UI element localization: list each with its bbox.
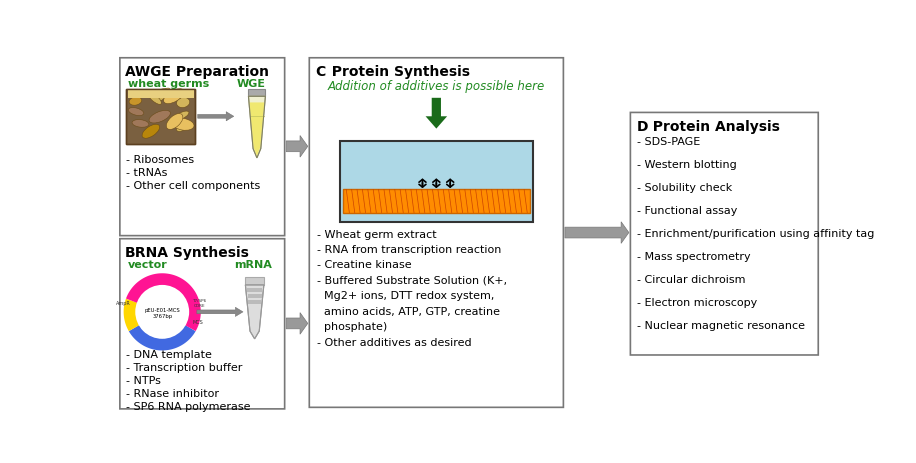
- Ellipse shape: [149, 111, 170, 124]
- Text: - Wheat germ extract: - Wheat germ extract: [317, 229, 437, 239]
- Text: T7/SP6
CORE: T7/SP6 CORE: [192, 299, 206, 307]
- Text: - Other additives as desired: - Other additives as desired: [317, 337, 472, 347]
- FancyBboxPatch shape: [120, 239, 285, 409]
- Text: - RNase inhibitor: - RNase inhibitor: [126, 388, 219, 398]
- Text: - Ribosomes: - Ribosomes: [126, 155, 194, 165]
- Ellipse shape: [132, 120, 149, 128]
- Text: Mg2+ ions, DTT redox system,: Mg2+ ions, DTT redox system,: [317, 291, 495, 300]
- FancyArrow shape: [197, 307, 243, 317]
- Bar: [126, 89, 195, 144]
- Ellipse shape: [129, 98, 142, 106]
- Text: vector: vector: [127, 259, 168, 269]
- Polygon shape: [245, 285, 264, 339]
- Text: pEU-E01-MCS: pEU-E01-MCS: [145, 307, 180, 313]
- Ellipse shape: [142, 125, 159, 139]
- Text: - Transcription buffer: - Transcription buffer: [126, 362, 243, 372]
- Bar: [247, 288, 262, 292]
- Circle shape: [136, 285, 190, 339]
- Text: Protein Analysis: Protein Analysis: [643, 119, 780, 133]
- Text: WGE Preparation: WGE Preparation: [130, 65, 269, 79]
- Text: - tRNAs: - tRNAs: [126, 168, 168, 178]
- Text: - Nuclear magnetic resonance: - Nuclear magnetic resonance: [637, 321, 804, 331]
- FancyArrow shape: [286, 313, 308, 334]
- Bar: [247, 294, 262, 298]
- Text: - Buffered Substrate Solution (K+,: - Buffered Substrate Solution (K+,: [317, 275, 507, 285]
- Text: - Other cell components: - Other cell components: [126, 181, 260, 191]
- FancyArrow shape: [565, 222, 629, 244]
- Bar: [344, 190, 529, 213]
- Ellipse shape: [174, 112, 189, 121]
- Bar: [245, 278, 264, 285]
- Text: B: B: [125, 245, 136, 259]
- Text: - Enrichment/purification using affinity tag: - Enrichment/purification using affinity…: [637, 228, 874, 238]
- Text: - Western blotting: - Western blotting: [637, 159, 736, 169]
- Bar: [248, 300, 261, 305]
- Text: 3767bp: 3767bp: [152, 314, 172, 319]
- Text: - RNA from transcription reaction: - RNA from transcription reaction: [317, 244, 501, 255]
- Ellipse shape: [156, 89, 169, 103]
- FancyBboxPatch shape: [120, 59, 285, 236]
- Text: - SP6 RNA polymerase: - SP6 RNA polymerase: [126, 401, 251, 411]
- Text: - NTPs: - NTPs: [126, 375, 161, 385]
- Ellipse shape: [164, 89, 184, 104]
- Text: AmpR: AmpR: [116, 300, 131, 306]
- Text: D: D: [637, 119, 648, 133]
- Ellipse shape: [158, 89, 169, 99]
- Bar: [126, 89, 195, 144]
- Text: - Solubility check: - Solubility check: [637, 182, 732, 192]
- Text: - DNA template: - DNA template: [126, 349, 212, 359]
- FancyArrow shape: [198, 113, 234, 122]
- Text: A: A: [125, 65, 136, 79]
- Bar: [340, 142, 532, 222]
- Polygon shape: [248, 97, 266, 158]
- FancyBboxPatch shape: [630, 113, 818, 355]
- Polygon shape: [249, 103, 265, 157]
- Text: Addition of additives is possible here: Addition of additives is possible here: [328, 80, 545, 93]
- Text: - Mass spectrometry: - Mass spectrometry: [637, 251, 750, 262]
- Ellipse shape: [147, 93, 161, 105]
- Ellipse shape: [128, 108, 144, 116]
- Text: - SDS-PAGE: - SDS-PAGE: [637, 136, 700, 146]
- Ellipse shape: [177, 122, 190, 132]
- Text: C: C: [315, 65, 326, 79]
- Text: Protein Synthesis: Protein Synthesis: [322, 65, 470, 79]
- FancyArrow shape: [426, 99, 447, 129]
- Text: WGE: WGE: [237, 79, 266, 88]
- Ellipse shape: [167, 114, 183, 130]
- FancyArrow shape: [286, 136, 308, 158]
- Bar: [340, 142, 532, 222]
- Ellipse shape: [177, 98, 190, 108]
- Text: - Circular dichroism: - Circular dichroism: [637, 275, 745, 285]
- Text: - Functional assay: - Functional assay: [637, 206, 736, 215]
- Text: - Creatine kinase: - Creatine kinase: [317, 260, 411, 270]
- Text: MCS: MCS: [192, 319, 203, 324]
- Text: - Electron microscopy: - Electron microscopy: [637, 298, 757, 307]
- Bar: [127, 91, 194, 99]
- Text: wheat germs: wheat germs: [127, 79, 209, 88]
- Text: RNA Synthesis: RNA Synthesis: [130, 245, 249, 259]
- Ellipse shape: [172, 119, 194, 131]
- Text: mRNA: mRNA: [234, 259, 272, 269]
- Text: amino acids, ATP, GTP, creatine: amino acids, ATP, GTP, creatine: [317, 306, 500, 316]
- Bar: [248, 89, 266, 97]
- FancyBboxPatch shape: [310, 59, 563, 407]
- Text: phosphate): phosphate): [317, 321, 387, 332]
